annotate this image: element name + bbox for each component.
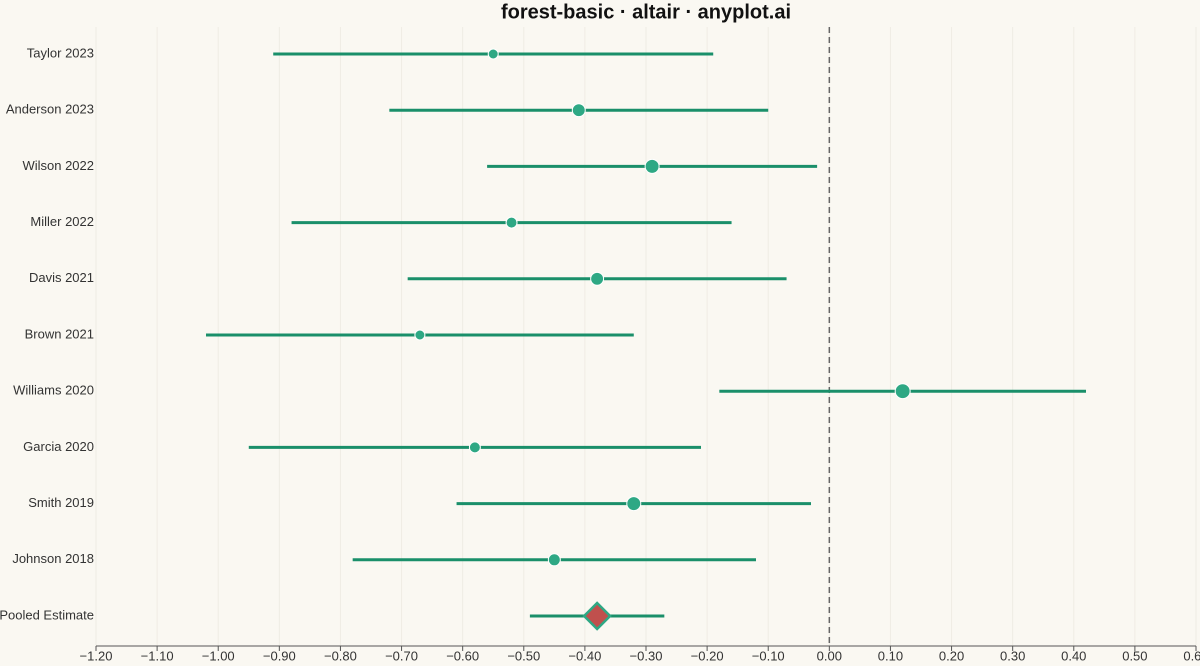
x-tick-label: −0.20 — [691, 648, 724, 663]
x-tick-label: −0.50 — [507, 648, 540, 663]
y-tick-label: Pooled Estimate — [0, 607, 94, 622]
y-tick-label: Johnson 2018 — [12, 551, 94, 566]
x-tick-label: −0.70 — [385, 648, 418, 663]
estimate-point — [590, 271, 605, 286]
estimate-point — [414, 329, 426, 341]
x-tick-label: −0.90 — [263, 648, 296, 663]
y-tick-label: Smith 2019 — [28, 495, 94, 510]
y-tick-label: Garcia 2020 — [23, 439, 94, 454]
y-tick-label: Wilson 2022 — [22, 158, 94, 173]
x-tick-label: −1.20 — [80, 648, 113, 663]
estimate-point — [468, 441, 481, 454]
estimate-point — [487, 48, 499, 60]
y-tick-label: Davis 2021 — [29, 270, 94, 285]
x-tick-label: −0.10 — [752, 648, 785, 663]
estimate-point — [571, 103, 586, 118]
x-tick-label: −1.10 — [141, 648, 174, 663]
x-tick-label: 0.00 — [817, 648, 842, 663]
chart-title: forest-basic · altair · anyplot.ai — [501, 1, 791, 23]
x-tick-label: −0.30 — [630, 648, 663, 663]
x-tick-label: 0.50 — [1122, 648, 1147, 663]
y-tick-label: Miller 2022 — [30, 214, 94, 229]
x-tick-label: 0.20 — [939, 648, 964, 663]
x-tick-label: 0.30 — [1000, 648, 1025, 663]
x-tick-label: 0.40 — [1061, 648, 1086, 663]
y-tick-label: Brown 2021 — [25, 326, 94, 341]
x-tick-label: 0.60 — [1183, 648, 1200, 663]
estimate-point — [644, 158, 660, 174]
estimate-point — [547, 553, 561, 567]
x-tick-label: −0.80 — [324, 648, 357, 663]
x-tick-label: −0.60 — [446, 648, 479, 663]
x-tick-label: −0.40 — [568, 648, 601, 663]
estimate-point — [626, 496, 642, 512]
y-tick-label: Anderson 2023 — [6, 102, 94, 117]
y-tick-label: Taylor 2023 — [27, 45, 94, 60]
x-tick-label: −1.00 — [202, 648, 235, 663]
estimate-point — [505, 216, 518, 229]
estimate-point — [894, 383, 911, 400]
y-tick-label: Williams 2020 — [13, 383, 94, 398]
x-tick-label: 0.10 — [878, 648, 903, 663]
pooled-diamond — [582, 601, 612, 631]
